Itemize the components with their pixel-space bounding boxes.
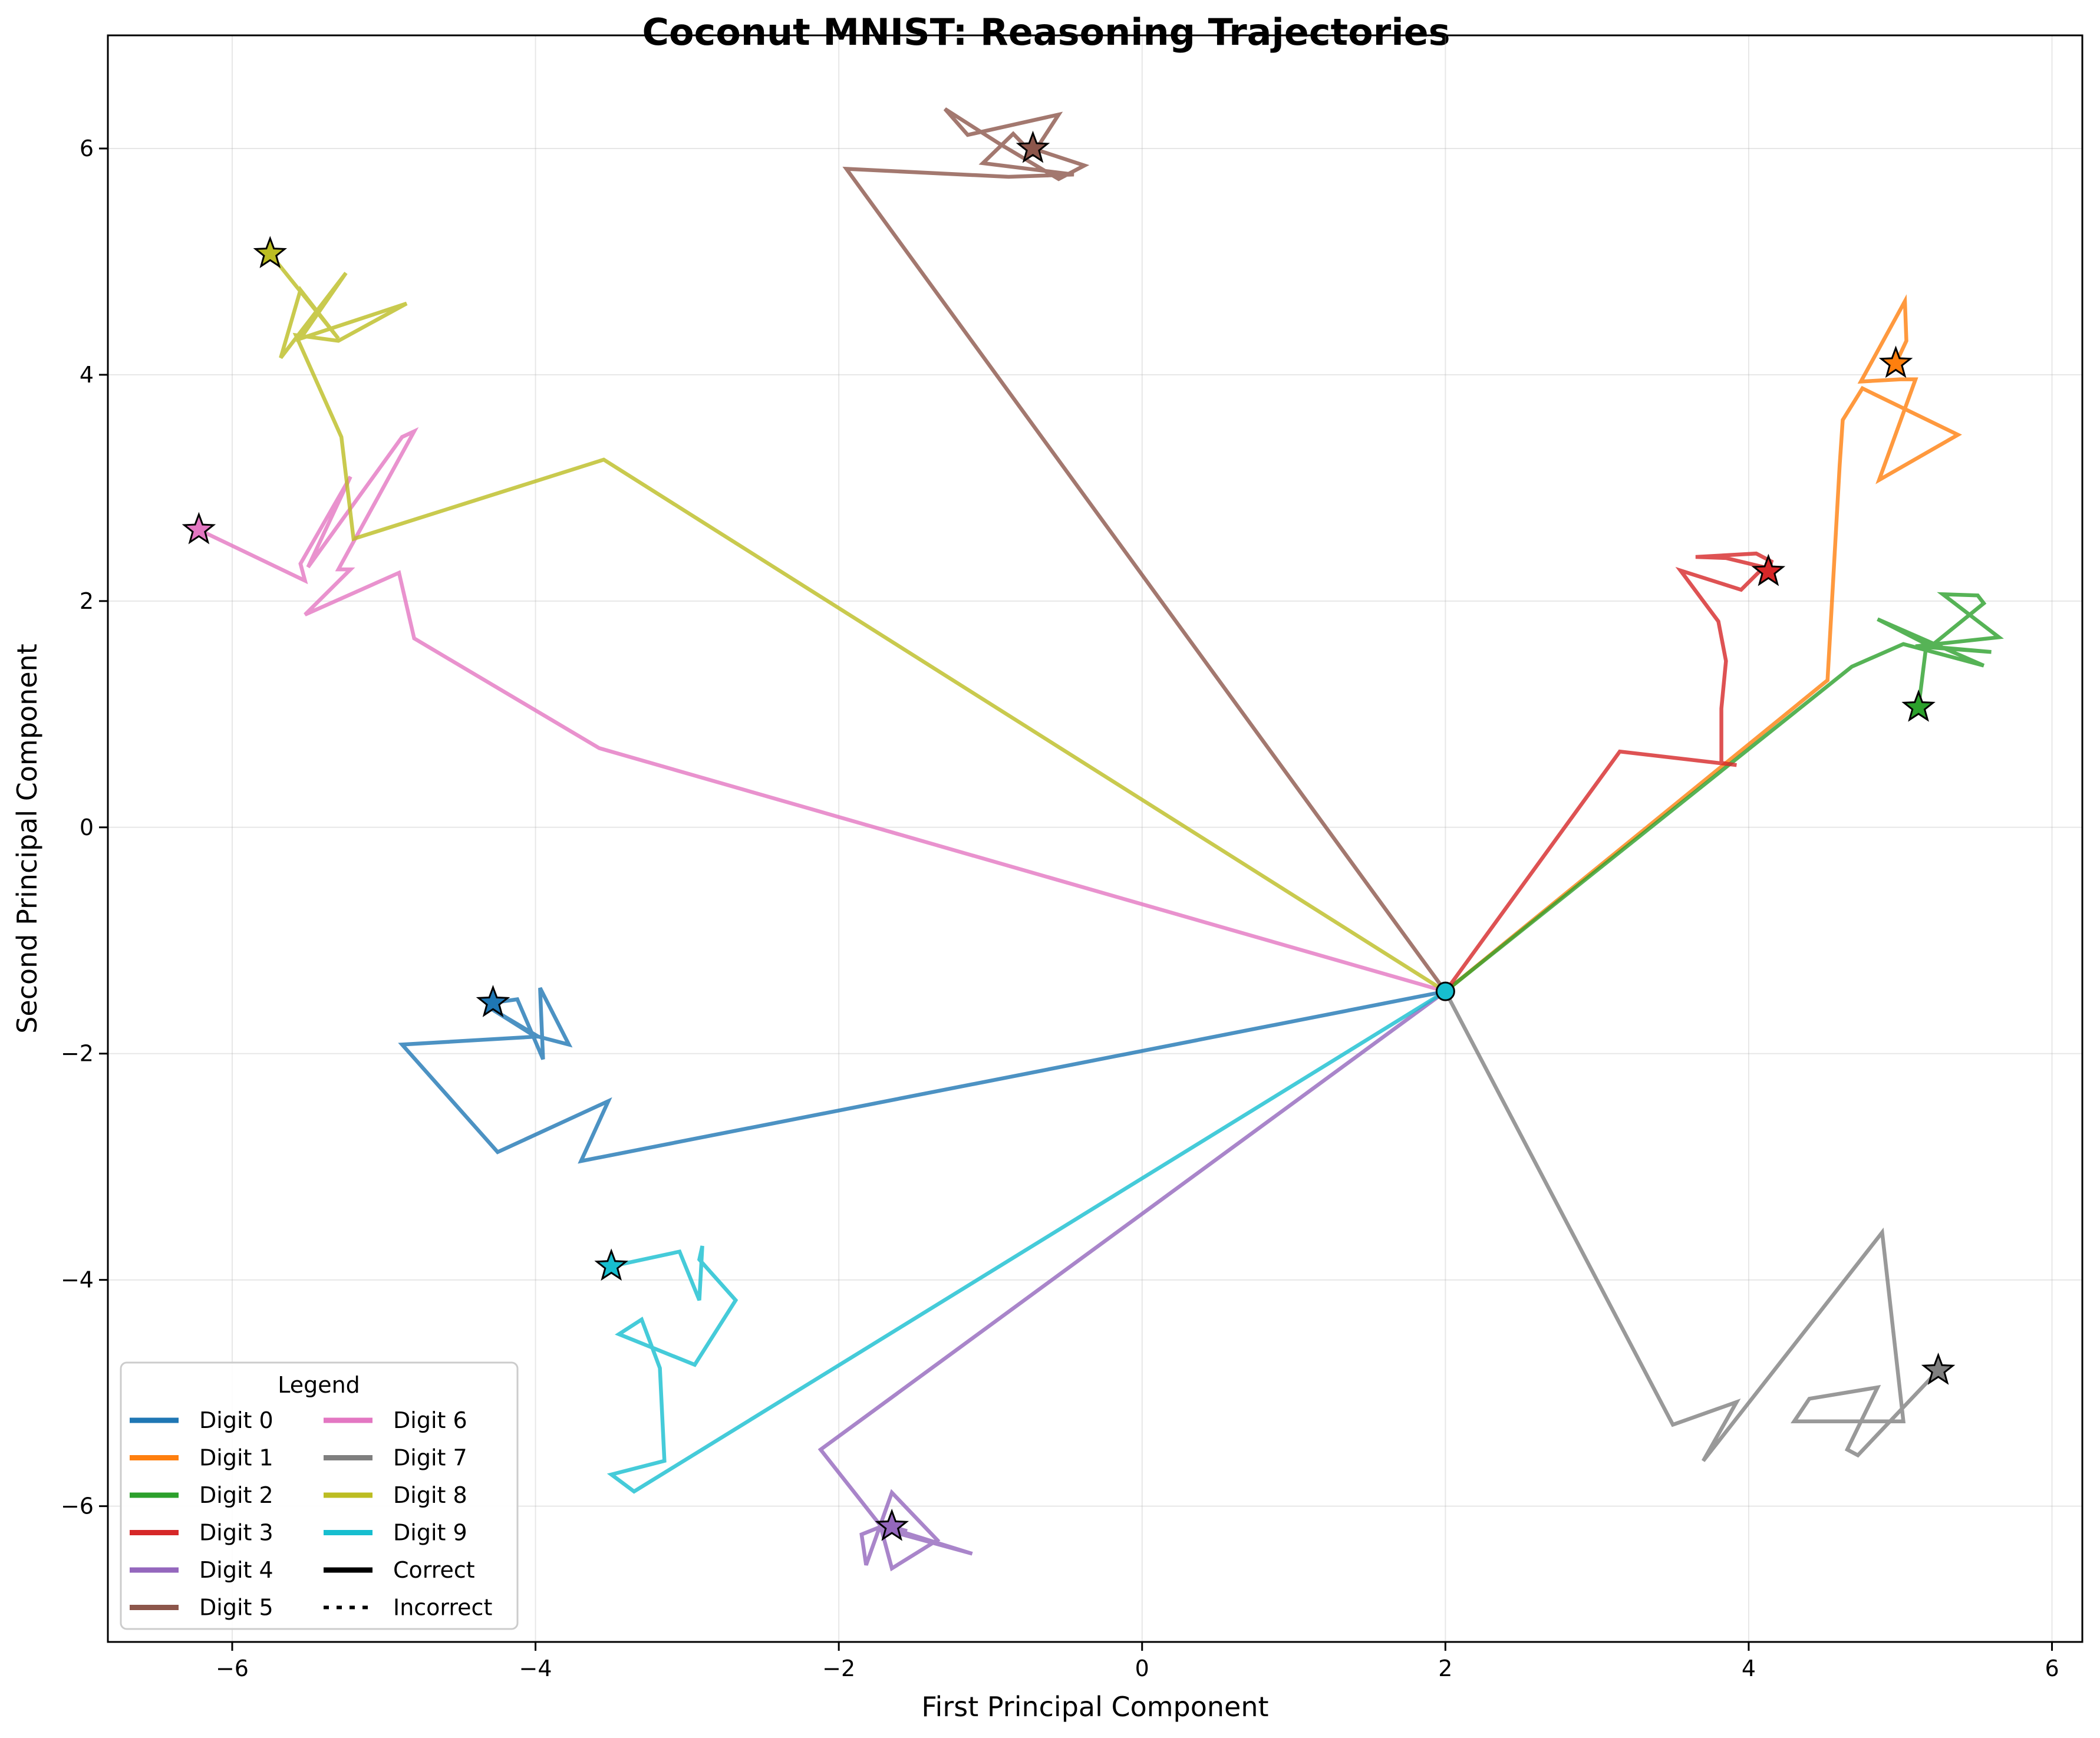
axis-ticks: −6 −4 −2 0 2 4 6 −6 −4 −2 0 2 4 6 xyxy=(61,136,2059,1681)
end-star-digit-2 xyxy=(1901,689,1936,722)
legend-label: Digit 2 xyxy=(199,1482,273,1508)
x-tick-label: −6 xyxy=(216,1655,249,1681)
legend-label: Digit 1 xyxy=(199,1445,273,1471)
x-tick-label: 4 xyxy=(1742,1655,1756,1681)
x-tick-label: 6 xyxy=(2045,1655,2059,1681)
trajectory-digit-9 xyxy=(606,990,1447,1494)
trajectory-digit-8 xyxy=(268,252,1447,993)
start-point-marker xyxy=(1435,981,1455,1001)
trajectory-digit-7 xyxy=(1443,990,1940,1462)
y-axis-label: Second Principal Component xyxy=(11,644,43,1034)
y-tick-label: 2 xyxy=(80,588,94,614)
end-star-digit-1 xyxy=(1878,345,1913,378)
x-tick-label: −2 xyxy=(822,1655,855,1681)
end-star-digit-5 xyxy=(1016,130,1050,163)
trajectory-markers xyxy=(182,130,1956,1541)
y-tick-label: −6 xyxy=(61,1493,94,1519)
y-tick-label: 0 xyxy=(80,814,94,840)
x-tick-label: 0 xyxy=(1135,1655,1149,1681)
legend-label: Digit 9 xyxy=(393,1520,467,1546)
y-tick-label: 4 xyxy=(80,362,94,388)
legend-label: Incorrect xyxy=(393,1595,492,1621)
plot-frame xyxy=(107,34,2083,1643)
trajectory-digit-2 xyxy=(1444,592,2004,993)
legend: Legend Digit 0 Digit 1 Digit 2 Digit 3 Digit… xyxy=(120,1361,519,1630)
legend-box xyxy=(120,1361,519,1630)
chart-title: Coconut MNIST: Reasoning Trajectories xyxy=(642,11,1450,54)
legend-label: Digit 7 xyxy=(393,1445,467,1471)
legend-label: Digit 4 xyxy=(199,1557,273,1583)
end-star-digit-0 xyxy=(476,985,510,1017)
end-star-digit-9 xyxy=(594,1248,629,1281)
end-star-digit-8 xyxy=(253,236,288,268)
end-star-digit-3 xyxy=(1751,553,1786,586)
end-star-digit-6 xyxy=(182,512,216,545)
end-star-digit-7 xyxy=(1921,1353,1956,1385)
legend-label: Digit 0 xyxy=(199,1407,273,1433)
trajectory-digit-3 xyxy=(1443,551,1774,993)
trajectory-digit-6 xyxy=(197,427,1446,994)
legend-label: Digit 6 xyxy=(393,1407,467,1433)
x-tick-label: −4 xyxy=(519,1655,552,1681)
legend-label: Digit 3 xyxy=(199,1520,273,1546)
y-tick-label: −4 xyxy=(61,1267,94,1293)
legend-label: Digit 8 xyxy=(393,1482,467,1508)
legend-title: Legend xyxy=(278,1372,360,1398)
trajectory-digit-5 xyxy=(842,107,1448,993)
y-tick-label: 6 xyxy=(80,136,94,161)
legend-label: Digit 5 xyxy=(199,1595,273,1621)
y-tick-label: −2 xyxy=(61,1041,94,1067)
trajectory-digit-1 xyxy=(1444,294,1962,993)
x-tick-label: 2 xyxy=(1438,1655,1452,1681)
end-star-digit-4 xyxy=(875,1508,909,1541)
legend-label: Correct xyxy=(393,1557,475,1583)
x-axis-label: First Principal Component xyxy=(921,1691,1268,1723)
